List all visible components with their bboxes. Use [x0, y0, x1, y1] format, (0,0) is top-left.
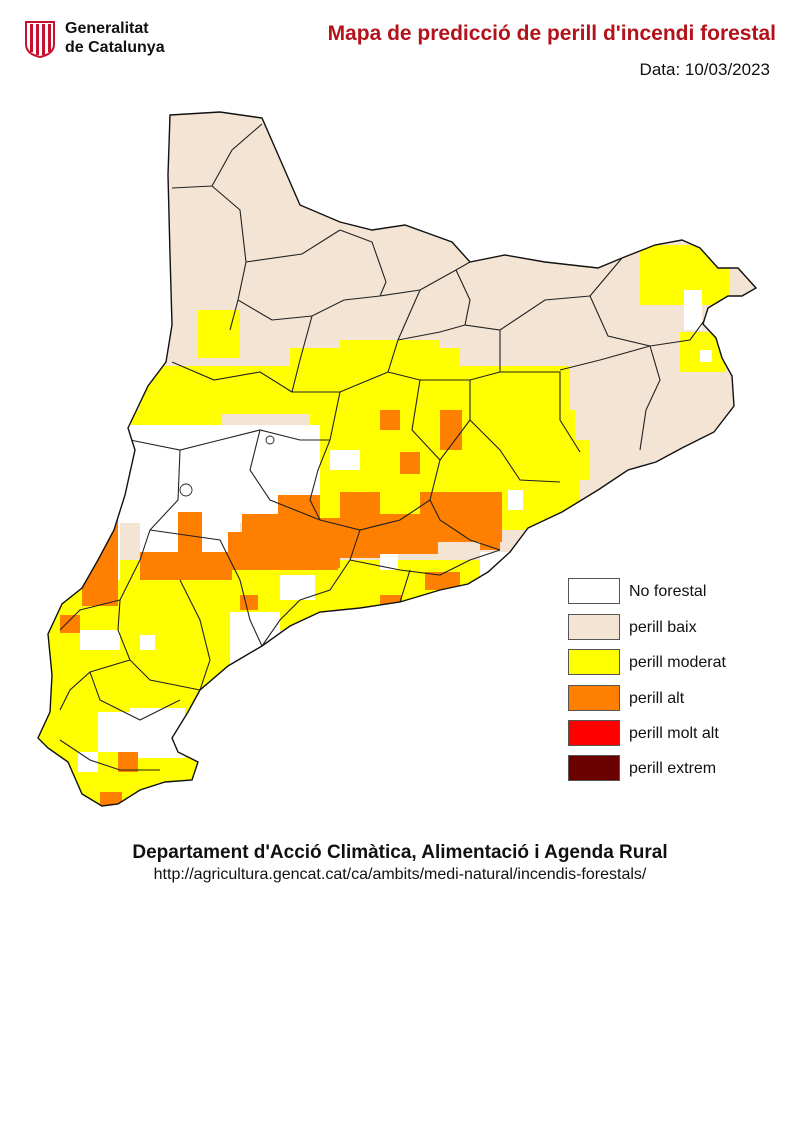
legend-item-perill-molt-alt: perill molt alt: [568, 720, 768, 748]
legend-swatch: [568, 614, 620, 640]
legend-swatch: [568, 685, 620, 711]
legend-item-perill-moderat: perill moderat: [568, 649, 768, 677]
legend-label: perill extrem: [629, 760, 717, 777]
legend-item-perill-baix: perill baix: [568, 614, 768, 642]
legend-label: perill alt: [629, 690, 685, 707]
senyera-emblem-icon: [25, 21, 55, 58]
legend-label: No forestal: [629, 583, 707, 600]
legend-label: perill baix: [629, 619, 697, 636]
logo-text-catalunya: de Catalunya: [65, 39, 165, 56]
generalitat-logo: Generalitat de Catalunya: [24, 18, 194, 62]
website-link[interactable]: http://agricultura.gencat.cat/ca/ambits/…: [153, 866, 647, 883]
legend-item-no-forestal: No forestal: [568, 578, 768, 606]
legend-swatch: [568, 755, 620, 781]
catalonia-fire-danger-map: [37, 111, 757, 807]
map-title: Mapa de predicció de perill d'incendi fo…: [327, 22, 776, 45]
legend-item-perill-extrem: perill extrem: [568, 755, 768, 783]
legend-swatch: [568, 649, 620, 675]
department-name: Departament d'Acció Climàtica, Alimentac…: [132, 842, 668, 863]
legend-swatch: [568, 720, 620, 746]
legend-swatch: [568, 578, 620, 604]
legend-label: perill molt alt: [629, 725, 719, 742]
logo-text-generalitat: Generalitat: [65, 20, 149, 37]
forecast-date: Data: 10/03/2023: [639, 60, 770, 79]
legend-label: perill moderat: [629, 654, 726, 671]
legend-item-perill-alt: perill alt: [568, 685, 768, 713]
